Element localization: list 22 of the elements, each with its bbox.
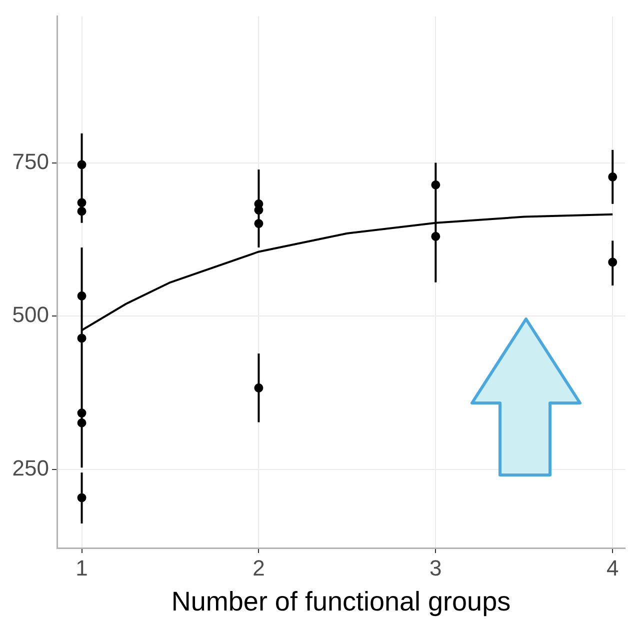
point [77, 334, 86, 343]
point [77, 160, 86, 170]
point [77, 418, 86, 428]
x-axis-title: Number of functional groups [171, 586, 511, 616]
x-tick-label: 1 [76, 555, 88, 580]
point [254, 383, 264, 392]
point [77, 198, 86, 208]
y-tick-label: 500 [12, 302, 49, 328]
x-tick-label: 3 [430, 555, 442, 580]
point [77, 206, 86, 216]
point [431, 180, 440, 190]
point [431, 232, 440, 241]
point [254, 219, 264, 228]
point [77, 291, 86, 300]
y-tick-label: 750 [12, 148, 49, 174]
y-tick-label: 250 [12, 456, 49, 481]
point [608, 172, 618, 182]
x-tick-label: 2 [252, 555, 265, 580]
point [608, 258, 618, 267]
point [77, 408, 86, 418]
point [77, 493, 86, 502]
x-tick-label: 4 [606, 555, 619, 580]
